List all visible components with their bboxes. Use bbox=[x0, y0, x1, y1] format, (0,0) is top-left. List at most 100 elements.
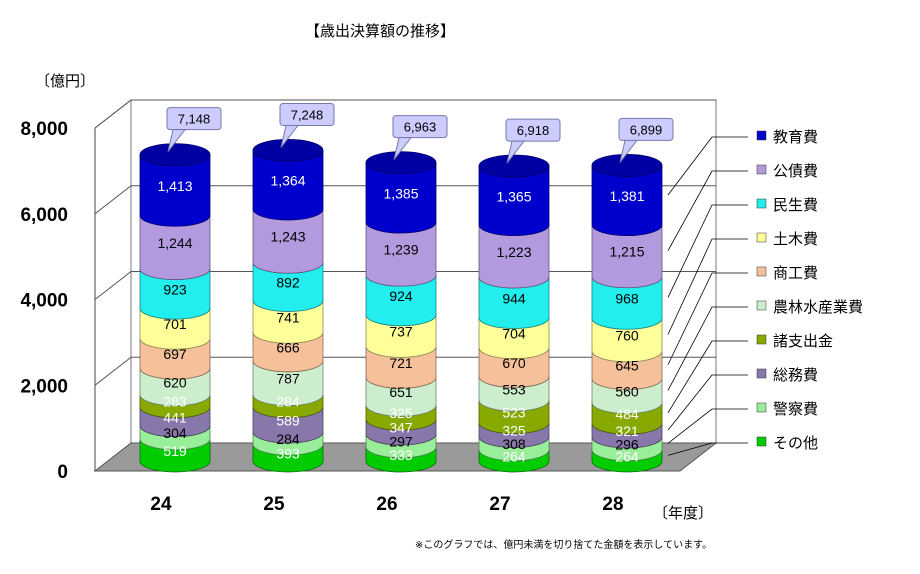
legend-leader-line bbox=[667, 306, 748, 391]
segment-value-label: 347 bbox=[389, 420, 413, 436]
total-callout-box bbox=[618, 117, 674, 141]
segment-value-label: 651 bbox=[389, 384, 413, 400]
x-tick-label: 26 bbox=[376, 494, 397, 515]
segment-value-label: 697 bbox=[163, 346, 187, 362]
segment-value-label: 892 bbox=[276, 274, 300, 290]
legend-label: 公債費 bbox=[773, 162, 818, 180]
legend-item: 民生費 bbox=[667, 196, 818, 298]
legend-leader-line bbox=[667, 374, 748, 431]
segment-value-label: 325 bbox=[389, 405, 413, 421]
legend-item: 諸支出金 bbox=[667, 332, 833, 414]
x-tick-label: 27 bbox=[489, 494, 510, 515]
segment-value-label: 1,381 bbox=[609, 188, 644, 204]
legend-label: 商工費 bbox=[773, 264, 818, 282]
segment-value-label: 620 bbox=[163, 374, 187, 390]
total-callout-pointer bbox=[167, 129, 187, 152]
legend-swatch bbox=[756, 232, 767, 243]
segment-value-label: 1,365 bbox=[496, 188, 531, 204]
legend-item: 土木費 bbox=[667, 230, 818, 335]
bar-top-cap bbox=[139, 143, 211, 167]
total-callout-box bbox=[505, 118, 561, 142]
segment-value-label: 1,364 bbox=[270, 173, 305, 189]
total-value-label: 7,148 bbox=[178, 112, 211, 127]
segment-value-label: 325 bbox=[502, 423, 526, 439]
segment-value-label: 308 bbox=[502, 436, 526, 452]
legend-label: 警察費 bbox=[773, 400, 818, 418]
legend-item: 公債費 bbox=[667, 162, 818, 251]
y-tick-label: 6,000 bbox=[20, 205, 68, 226]
legend-item: 商工費 bbox=[667, 264, 818, 365]
total-value-label: 7,248 bbox=[291, 107, 324, 122]
y-tick-label: 0 bbox=[57, 462, 68, 483]
legend-label: 農林水産業費 bbox=[773, 298, 863, 316]
legend-item: 教育費 bbox=[667, 128, 818, 196]
legend-label: 教育費 bbox=[773, 128, 818, 146]
legend-swatch bbox=[756, 300, 767, 311]
segment-value-label: 1,215 bbox=[609, 244, 644, 260]
segment-value-label: 284 bbox=[276, 394, 300, 410]
legend-leader-line bbox=[667, 238, 748, 335]
segment-value-label: 701 bbox=[163, 316, 187, 332]
total-callout-pointer bbox=[506, 140, 526, 164]
gridline bbox=[94, 99, 716, 129]
legend-item: 農林水産業費 bbox=[667, 298, 863, 391]
segment-value-label: 787 bbox=[276, 371, 300, 387]
segment-value-label: 589 bbox=[276, 412, 300, 428]
y-tick-label: 8,000 bbox=[20, 119, 68, 140]
bar-top-cap bbox=[478, 154, 550, 178]
total-callout-box bbox=[279, 102, 335, 126]
legend-leader-line bbox=[667, 340, 748, 414]
chart-title: 【歳出決算額の推移】 bbox=[305, 22, 455, 40]
segment-value-label: 264 bbox=[502, 448, 526, 464]
segment-value-label: 737 bbox=[389, 324, 413, 340]
legend-item: その他 bbox=[667, 434, 818, 456]
legend-swatch bbox=[756, 164, 767, 175]
legend-label: 諸支出金 bbox=[773, 332, 833, 350]
segment-value-label: 923 bbox=[163, 281, 187, 297]
segment-value-label: 721 bbox=[389, 355, 413, 371]
legend-swatch bbox=[756, 130, 767, 141]
segment-value-label: 741 bbox=[276, 309, 300, 325]
segment-value-label: 284 bbox=[276, 431, 300, 447]
segment-value-label: 1,385 bbox=[383, 185, 418, 201]
x-axis-label: 〔年度〕 bbox=[653, 504, 713, 522]
legend-label: 民生費 bbox=[773, 196, 818, 214]
total-value-label: 6,899 bbox=[630, 122, 663, 137]
legend-label: その他 bbox=[773, 434, 818, 452]
segment-value-label: 670 bbox=[502, 355, 526, 371]
total-value-label: 6,918 bbox=[517, 123, 550, 138]
segment-value-label: 944 bbox=[502, 290, 526, 306]
segment-value-label: 484 bbox=[615, 406, 639, 422]
segment-value-label: 968 bbox=[615, 290, 639, 306]
y-axis-label: 〔億円〕 bbox=[35, 72, 95, 90]
segment-value-label: 321 bbox=[615, 423, 639, 439]
y-tick-label: 2,000 bbox=[20, 376, 68, 397]
segment-value-label: 519 bbox=[163, 443, 187, 459]
bar-top-cap bbox=[365, 151, 437, 175]
segment-value-label: 441 bbox=[163, 409, 187, 425]
legend-swatch bbox=[756, 436, 767, 447]
legend-item: 警察費 bbox=[667, 400, 818, 444]
total-value-label: 6,963 bbox=[404, 120, 437, 135]
segment-value-label: 924 bbox=[389, 288, 413, 304]
legend-swatch bbox=[756, 402, 767, 413]
legend-label: 土木費 bbox=[773, 230, 818, 248]
total-callout-pointer bbox=[619, 139, 639, 163]
segment-value-label: 704 bbox=[502, 326, 526, 342]
segment-value-label: 1,239 bbox=[383, 242, 418, 258]
segment-value-label: 1,243 bbox=[270, 229, 305, 245]
legend-label: 総務費 bbox=[773, 366, 818, 384]
total-callout-pointer bbox=[280, 124, 300, 148]
segment-value-label: 553 bbox=[502, 381, 526, 397]
segment-value-label: 296 bbox=[615, 436, 639, 452]
segment-value-label: 1,413 bbox=[157, 178, 192, 194]
x-tick-label: 25 bbox=[263, 494, 285, 515]
bar-top-cap bbox=[591, 154, 663, 177]
legend-swatch bbox=[756, 334, 767, 345]
legend-leader-line bbox=[667, 136, 748, 196]
x-tick-label: 28 bbox=[602, 494, 623, 515]
